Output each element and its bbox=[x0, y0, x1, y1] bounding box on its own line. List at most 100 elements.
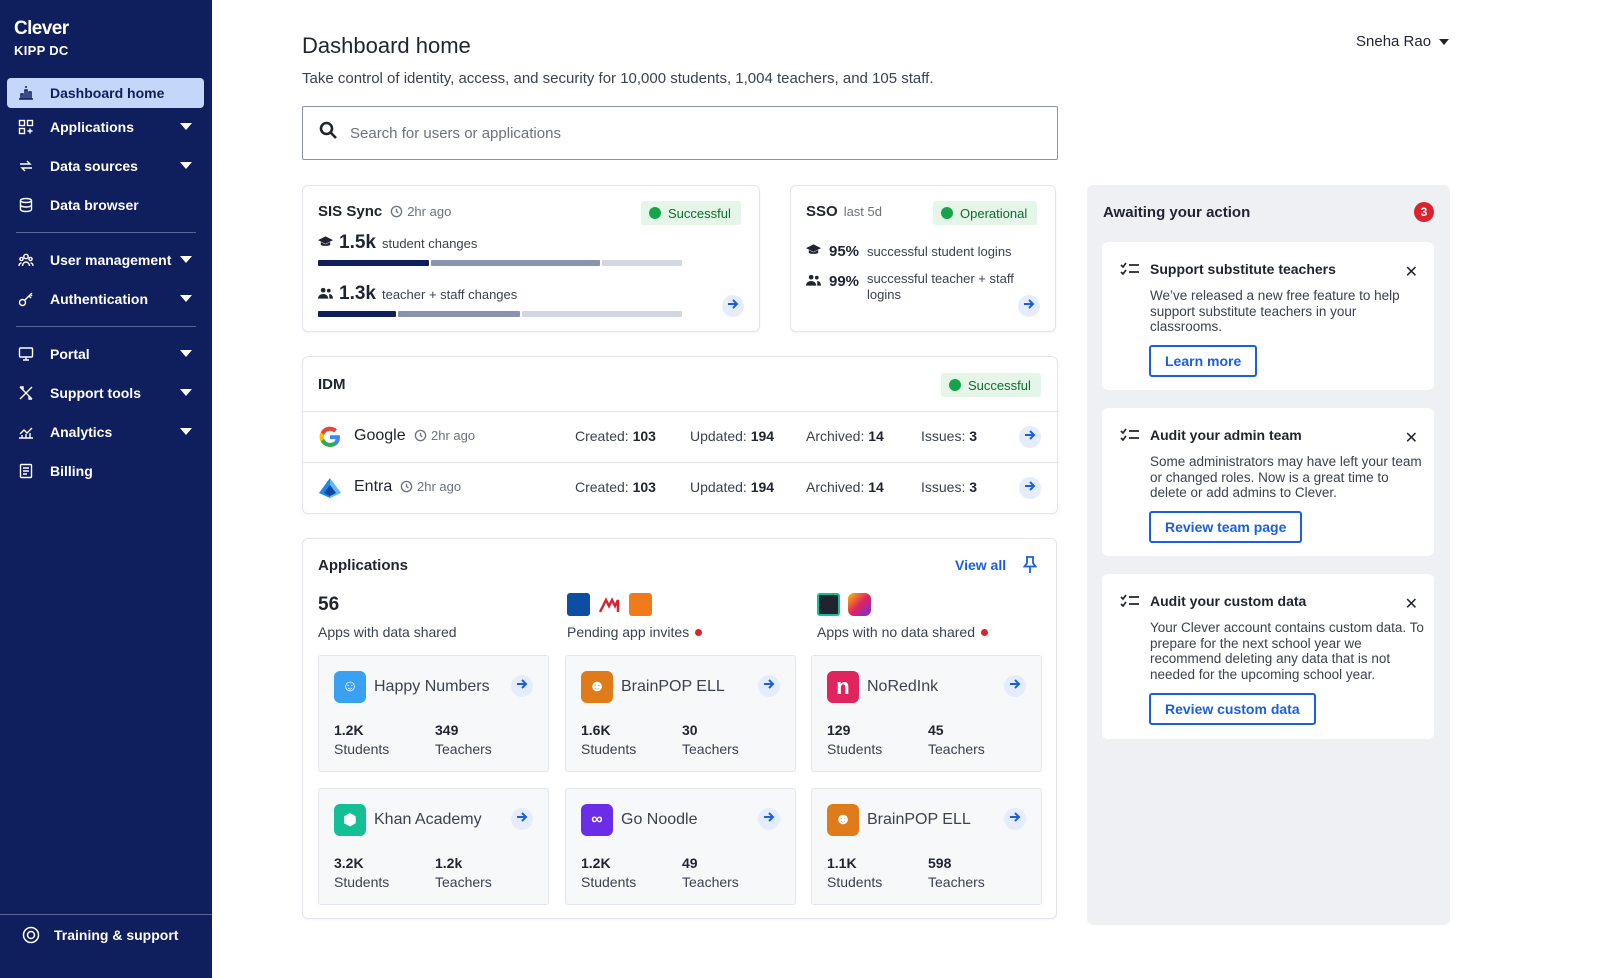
idm-row-entra[interactable]: Entra 2hr ago Created: 103 Updated: 194 … bbox=[303, 462, 1059, 513]
sidebar-item-applications[interactable]: Applications bbox=[7, 112, 204, 142]
sidebar-item-user-management[interactable]: User management bbox=[7, 245, 204, 275]
arrow-right-icon bbox=[727, 297, 739, 315]
chevron-down-icon[interactable] bbox=[180, 389, 192, 396]
issues-label: Issues: bbox=[921, 428, 966, 444]
chevron-down-icon[interactable] bbox=[180, 162, 192, 169]
app-details-button[interactable] bbox=[758, 675, 780, 697]
search-input[interactable] bbox=[350, 124, 990, 142]
sidebar: Clever KIPP DC Dashboard home Applicatio… bbox=[0, 0, 212, 978]
sync-icon bbox=[17, 157, 35, 175]
app-tile-happy-numbers[interactable]: ☺ Happy Numbers 1.2K Students 349 Teache… bbox=[318, 655, 549, 772]
app-tile-brainpop-ell-2[interactable]: ☻ BrainPOP ELL 1.1K Students 598 Teacher… bbox=[811, 788, 1042, 905]
arrow-right-icon bbox=[1024, 428, 1036, 446]
pin-icon[interactable] bbox=[1022, 556, 1038, 579]
action-body: Your Clever account contains custom data… bbox=[1150, 620, 1424, 682]
idm-row-google[interactable]: Google 2hr ago Created: 103 Updated: 194… bbox=[303, 411, 1059, 462]
app-details-button[interactable] bbox=[511, 808, 533, 830]
app-details-button[interactable] bbox=[511, 675, 533, 697]
idm-updated: Updated: 194 bbox=[690, 428, 774, 444]
idm-created: Created: 103 bbox=[575, 479, 656, 495]
app-logo-icon[interactable] bbox=[567, 593, 590, 616]
shared-apps-count: 56 bbox=[318, 594, 340, 615]
users-icon bbox=[318, 286, 333, 304]
search-box[interactable] bbox=[302, 106, 1058, 160]
sidebar-item-dashboard-home[interactable]: Dashboard home bbox=[7, 78, 204, 108]
app-details-button[interactable] bbox=[1004, 675, 1026, 697]
sidebar-item-authentication[interactable]: Authentication bbox=[7, 284, 204, 314]
sidebar-item-data-browser[interactable]: Data browser bbox=[7, 190, 204, 220]
chevron-down-icon[interactable] bbox=[180, 295, 192, 302]
sidebar-item-label: Applications bbox=[50, 119, 135, 135]
idm-created: Created: 103 bbox=[575, 428, 656, 444]
teachers-count: 598 bbox=[928, 855, 952, 871]
archived-value: 14 bbox=[868, 479, 884, 495]
students-count: 1.2K bbox=[334, 722, 364, 738]
chevron-down-icon[interactable] bbox=[180, 123, 192, 130]
idm-archived: Archived: 14 bbox=[806, 479, 884, 495]
training-support-label: Training & support bbox=[54, 926, 179, 943]
alert-dot bbox=[981, 628, 988, 636]
app-details-button[interactable] bbox=[758, 808, 780, 830]
app-tile-noredink[interactable]: n NoRedInk 129 Students 45 Teachers bbox=[811, 655, 1042, 772]
lifebuoy-icon bbox=[22, 926, 40, 944]
sidebar-item-billing[interactable]: Billing bbox=[7, 456, 204, 486]
chevron-down-icon[interactable] bbox=[180, 256, 192, 263]
status-badge: Operational bbox=[933, 201, 1038, 225]
idm-entra-details-button[interactable] bbox=[1019, 477, 1041, 499]
go-noodle-logo-icon: ∞ bbox=[581, 804, 613, 836]
chevron-down-icon[interactable] bbox=[180, 428, 192, 435]
status-badge: Successful bbox=[641, 201, 741, 225]
graduation-cap-icon bbox=[806, 243, 821, 261]
review-custom-data-button[interactable]: Review custom data bbox=[1149, 693, 1316, 725]
teachers-label: Teachers bbox=[682, 874, 739, 890]
sso-card: SSO last 5d Operational 95% successful s… bbox=[790, 185, 1056, 332]
training-support-link[interactable]: Training & support bbox=[0, 914, 212, 954]
user-name: Sneha Rao bbox=[1356, 33, 1432, 50]
sis-sync-details-button[interactable] bbox=[722, 295, 744, 317]
pending-app-logos bbox=[567, 593, 652, 616]
app-logo-icon[interactable] bbox=[817, 593, 840, 616]
app-details-button[interactable] bbox=[1004, 808, 1026, 830]
issues-label: Issues: bbox=[921, 479, 966, 495]
clever-logo[interactable]: Clever bbox=[14, 18, 69, 39]
awaiting-action-title: Awaiting your action bbox=[1103, 204, 1251, 221]
applications-icon bbox=[17, 118, 35, 136]
learn-more-button[interactable]: Learn more bbox=[1149, 345, 1258, 377]
review-team-page-button[interactable]: Review team page bbox=[1149, 511, 1303, 543]
student-login-label: successful student logins bbox=[867, 244, 1012, 259]
sidebar-item-support-tools[interactable]: Support tools bbox=[7, 378, 204, 408]
sidebar-item-analytics[interactable]: Analytics bbox=[7, 417, 204, 447]
view-all-link[interactable]: View all bbox=[955, 557, 1007, 573]
app-logo-icon[interactable] bbox=[629, 593, 652, 616]
brainpop-logo-icon: ☻ bbox=[581, 671, 613, 703]
action-card-admin-team: Audit your admin team ✕ Some administrat… bbox=[1102, 408, 1434, 556]
idm-google-details-button[interactable] bbox=[1019, 426, 1041, 448]
shared-apps-label: Apps with data shared bbox=[318, 624, 457, 640]
teachers-count: 349 bbox=[435, 722, 459, 738]
idm-source-name: Google bbox=[354, 427, 406, 444]
close-icon[interactable]: ✕ bbox=[1404, 264, 1418, 281]
app-logo-icon[interactable] bbox=[598, 593, 621, 616]
action-card-substitute-teachers: Support substitute teachers ✕ We’ve rele… bbox=[1102, 242, 1434, 390]
app-logo-icon[interactable] bbox=[848, 593, 871, 616]
students-label: Students bbox=[334, 741, 390, 757]
close-icon[interactable]: ✕ bbox=[1404, 430, 1418, 447]
created-label: Created: bbox=[575, 479, 629, 495]
chevron-down-icon[interactable] bbox=[180, 350, 192, 357]
action-title: Audit your custom data bbox=[1150, 593, 1307, 609]
sidebar-item-data-sources[interactable]: Data sources bbox=[7, 151, 204, 181]
arrow-right-icon bbox=[516, 677, 528, 695]
pending-invites-label: Pending app invites bbox=[567, 624, 690, 640]
app-name: NoRedInk bbox=[867, 678, 939, 695]
app-tile-khan-academy[interactable]: ⬢ Khan Academy 3.2K Students 1.2k Teache… bbox=[318, 788, 549, 905]
dashboard-icon bbox=[17, 84, 35, 102]
app-name: Go Noodle bbox=[621, 811, 698, 828]
app-tile-brainpop-ell[interactable]: ☻ BrainPOP ELL 1.6K Students 30 Teachers bbox=[565, 655, 796, 772]
user-menu[interactable]: Sneha Rao bbox=[1356, 33, 1450, 50]
sidebar-item-portal[interactable]: Portal bbox=[7, 339, 204, 369]
app-tile-go-noodle[interactable]: ∞ Go Noodle 1.2K Students 49 Teachers bbox=[565, 788, 796, 905]
key-icon bbox=[17, 290, 35, 308]
khan-academy-logo-icon: ⬢ bbox=[334, 804, 366, 836]
close-icon[interactable]: ✕ bbox=[1404, 596, 1418, 613]
sso-details-button[interactable] bbox=[1018, 295, 1040, 317]
